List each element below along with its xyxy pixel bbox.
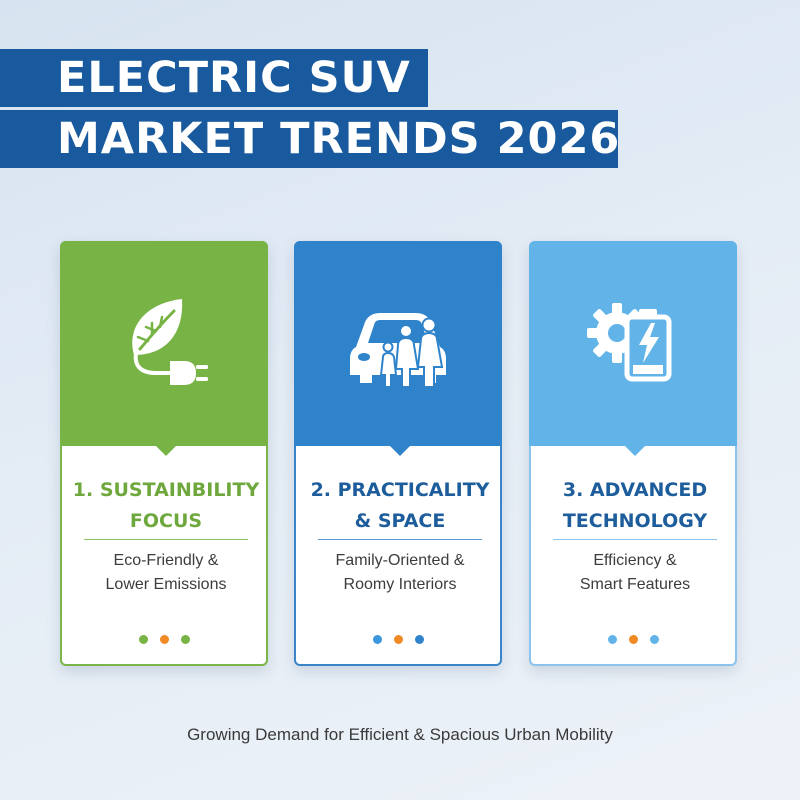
pagination-dots (531, 635, 735, 644)
pagination-dots (62, 635, 266, 644)
title-banner-line-1: ELECTRIC SUV (0, 49, 428, 107)
card-desc-line-2: Smart Features (579, 576, 691, 593)
title-line-2: MARKET TRENDS 2026 (57, 114, 621, 164)
card-divider (318, 539, 482, 540)
dot (393, 635, 403, 644)
leaf-plug-icon (112, 291, 216, 391)
car-family-icon (346, 291, 450, 391)
card-description: Efficiency & Smart Features (537, 549, 733, 597)
card-desc-line-2: Roomy Interiors (343, 576, 457, 593)
card-title: 2. PRACTICALITY & SPACE (302, 475, 498, 537)
card-technology: 3. ADVANCED TECHNOLOGY Efficiency & Smar… (529, 241, 737, 666)
dot (607, 635, 617, 644)
dot (372, 635, 382, 644)
pagination-dots (296, 635, 500, 644)
card-header (529, 241, 737, 446)
card-title-line-1: 3. ADVANCED (562, 479, 708, 501)
card-desc-line-1: Efficiency & (593, 552, 677, 569)
card-practicality: 2. PRACTICALITY & SPACE Family-Oriented … (294, 241, 502, 666)
card-divider (553, 539, 717, 540)
card-desc-line-1: Eco-Friendly & (113, 552, 219, 569)
card-description: Eco-Friendly & Lower Emissions (68, 549, 264, 597)
dot (138, 635, 148, 644)
card-description: Family-Oriented & Roomy Interiors (302, 549, 498, 597)
card-title-line-1: 2. PRACTICALITY (310, 479, 490, 501)
card-header (294, 241, 502, 446)
dot (628, 635, 638, 644)
card-notch (625, 446, 645, 456)
card-desc-line-1: Family-Oriented & (335, 552, 465, 569)
card-title-line-1: 1. SUSTAINBILITY (72, 479, 260, 501)
card-sustainability: 1. SUSTAINBILITY FOCUS Eco-Friendly & Lo… (60, 241, 268, 666)
card-title-line-2: FOCUS (129, 510, 203, 532)
dot (649, 635, 659, 644)
card-title: 3. ADVANCED TECHNOLOGY (537, 475, 733, 537)
dot (180, 635, 190, 644)
dot (414, 635, 424, 644)
card-title-line-2: & SPACE (354, 510, 446, 532)
card-divider (84, 539, 248, 540)
title-line-1: ELECTRIC SUV (57, 53, 411, 103)
title-banner-line-2: MARKET TRENDS 2026 (0, 110, 621, 168)
footer-tagline: Growing Demand for Efficient & Spacious … (187, 725, 613, 744)
card-desc-line-2: Lower Emissions (105, 576, 227, 593)
card-notch (390, 446, 410, 456)
card-header (60, 241, 268, 446)
card-title-line-2: TECHNOLOGY (562, 510, 708, 532)
gear-battery-icon (581, 291, 685, 391)
card-notch (156, 446, 176, 456)
dot (159, 635, 169, 644)
card-title: 1. SUSTAINBILITY FOCUS (68, 475, 264, 537)
